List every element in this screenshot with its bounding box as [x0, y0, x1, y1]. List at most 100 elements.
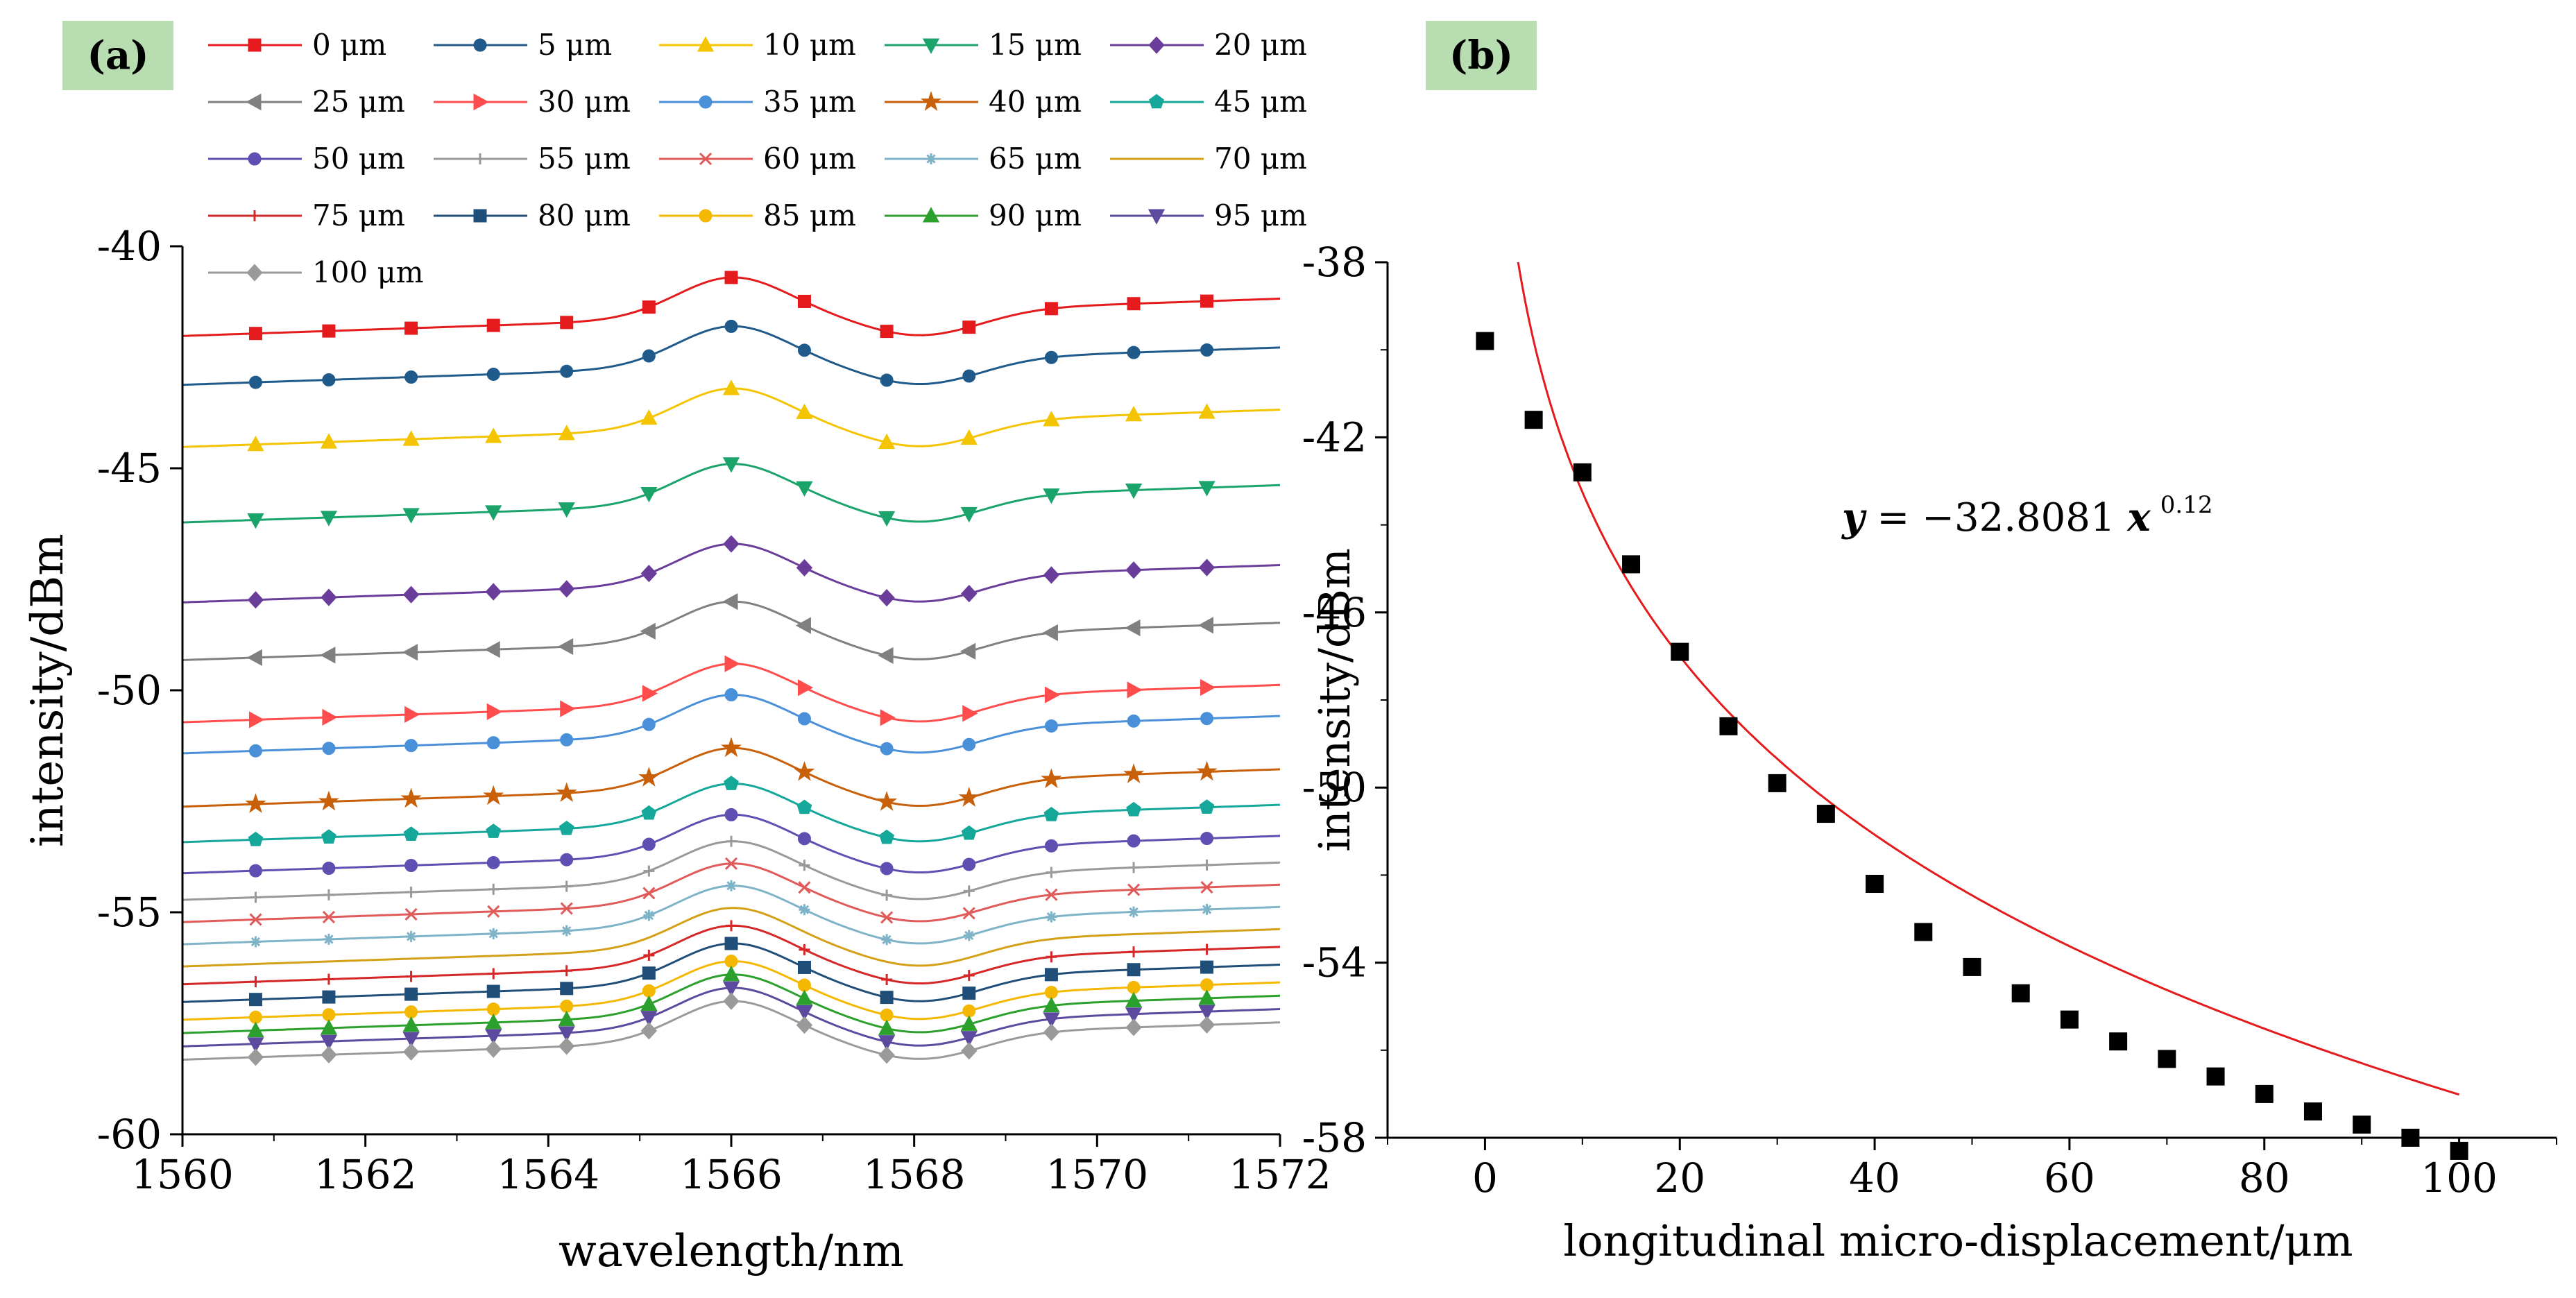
data-point	[1200, 712, 1214, 726]
legend-marker	[248, 152, 262, 166]
legend-item: 50 μm	[208, 142, 405, 176]
x-tick-label: 1566	[680, 1151, 783, 1198]
data-point	[643, 865, 655, 877]
data-point	[878, 647, 894, 664]
data-point	[880, 325, 894, 339]
legend-label: 40 μm	[989, 85, 1082, 119]
data-point	[794, 760, 815, 781]
data-point	[1200, 960, 1214, 974]
data-point	[405, 886, 417, 898]
series-line	[182, 325, 1281, 386]
x-tick-label: 1570	[1046, 1151, 1149, 1198]
data-point	[250, 891, 262, 903]
data-point	[720, 737, 742, 758]
data-point	[641, 805, 657, 820]
data-point	[962, 369, 976, 383]
data-point	[1043, 996, 1060, 1013]
data-point	[247, 1048, 264, 1066]
data-point	[1044, 985, 1058, 999]
data-point	[249, 913, 262, 926]
data-point	[1041, 768, 1062, 789]
series-4	[182, 535, 1281, 609]
data-point	[250, 936, 262, 948]
data-point	[1044, 839, 1058, 853]
data-point	[322, 324, 336, 338]
data-point	[723, 535, 740, 553]
x-tick-label: 40	[1849, 1154, 1900, 1202]
data-point	[1199, 799, 1215, 814]
x-tick-label: 60	[2044, 1154, 2095, 1202]
data-point	[1201, 859, 1213, 871]
data-point	[404, 739, 418, 753]
data-point	[1524, 411, 1543, 429]
data-point	[488, 928, 500, 939]
data-point	[250, 976, 262, 988]
y-tick-label: -50	[97, 667, 162, 714]
data-point	[322, 373, 336, 387]
y-tick-label: -58	[1302, 1114, 1367, 1161]
data-point	[1128, 946, 1140, 958]
x-tick-label: 1572	[1229, 1151, 1331, 1198]
data-point	[640, 565, 657, 583]
chart-a: 1560 1562 1564 1566 1568 1570 1572 -40 -45 -50 -55…	[22, 28, 1331, 1277]
data-point	[400, 787, 422, 808]
series-line	[182, 600, 1281, 661]
data-point	[2255, 1084, 2274, 1103]
series-9	[182, 776, 1281, 846]
legend-label: 55 μm	[538, 142, 631, 176]
data-point	[486, 736, 500, 750]
data-point	[881, 889, 893, 901]
data-point	[248, 711, 265, 728]
legend-label: 15 μm	[989, 28, 1082, 62]
data-point	[1127, 963, 1141, 977]
series-6	[182, 655, 1281, 728]
data-point	[560, 733, 574, 746]
x-tick-label: 1562	[314, 1151, 417, 1198]
series-2	[182, 379, 1281, 452]
data-point	[404, 370, 418, 384]
legend-item: 0 μm	[208, 28, 386, 62]
x-tick-label: 80	[2239, 1154, 2290, 1202]
legend-item: 40 μm	[885, 85, 1082, 119]
data-point	[323, 889, 334, 900]
legend-label: 80 μm	[538, 198, 631, 232]
data-point	[1622, 555, 1641, 574]
y-tick-label: -42	[1302, 413, 1367, 461]
data-point	[1043, 1023, 1060, 1041]
data-point	[1042, 624, 1058, 642]
data-point	[246, 649, 262, 667]
data-point	[1201, 903, 1213, 915]
data-point	[404, 706, 420, 724]
data-point	[488, 883, 500, 895]
x-axis-label: wavelength/nm	[558, 1226, 904, 1277]
y-tick-label: -55	[97, 889, 162, 936]
data-point	[724, 776, 739, 790]
series-13	[182, 880, 1281, 948]
data-point	[1128, 862, 1140, 873]
x-tick-label: 20	[1654, 1154, 1705, 1202]
data-point	[1200, 978, 1214, 992]
data-point	[402, 430, 420, 446]
legend-marker	[248, 38, 262, 52]
legend-label: 10 μm	[763, 28, 856, 62]
data-point	[1196, 760, 1218, 781]
legend-item: 10 μm	[659, 28, 856, 62]
data-point	[405, 971, 417, 982]
data-point	[876, 791, 898, 811]
data-point	[321, 829, 336, 844]
legend-label: 35 μm	[763, 85, 856, 119]
data-point	[1125, 1018, 1142, 1036]
data-point	[880, 742, 894, 755]
fit-curve	[1517, 262, 2460, 1096]
data-point	[961, 825, 977, 840]
data-point	[1671, 642, 1689, 661]
data-point	[487, 905, 500, 918]
equation-y: y	[1841, 495, 1867, 540]
data-point	[1046, 911, 1057, 923]
data-point	[485, 1029, 502, 1045]
data-point	[321, 588, 337, 606]
data-point	[560, 902, 573, 915]
data-point	[1125, 561, 1142, 579]
equation-x: x	[2126, 495, 2151, 540]
legend-marker	[699, 95, 713, 109]
